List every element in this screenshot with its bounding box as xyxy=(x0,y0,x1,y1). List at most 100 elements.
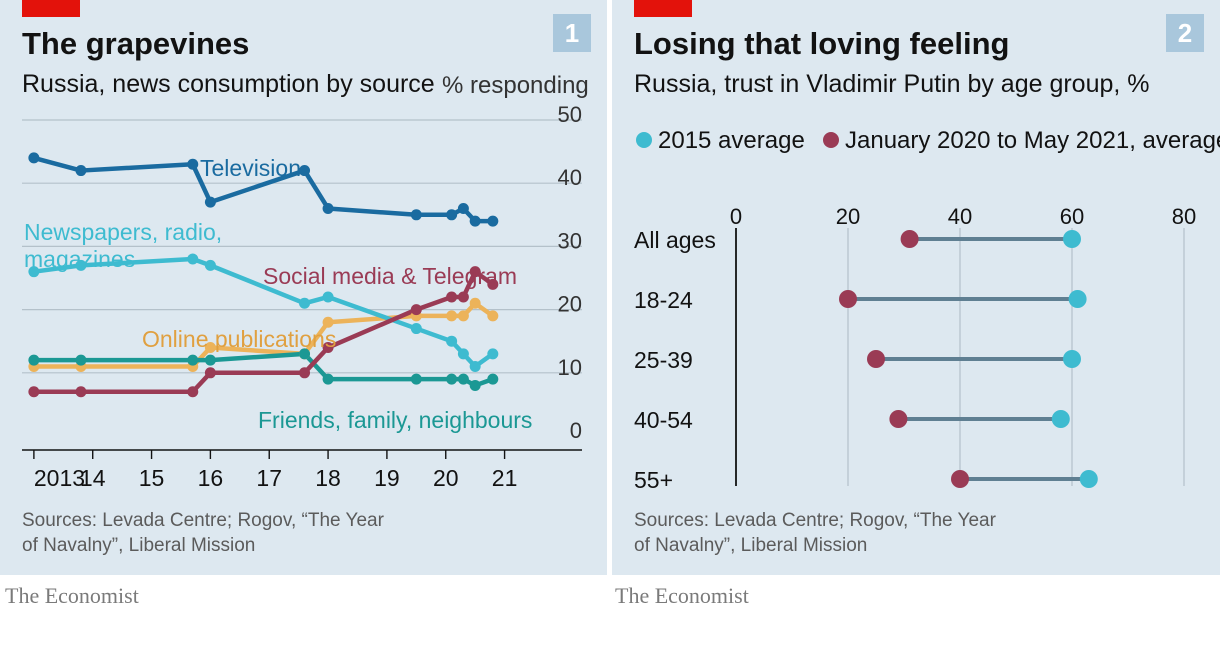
series-label-online-publications: Online publications xyxy=(142,326,336,352)
data-point xyxy=(187,386,199,398)
x-tick-label: 14 xyxy=(80,465,106,491)
brand-red-tag xyxy=(22,0,80,17)
dot-2020-2021 xyxy=(951,470,969,488)
x-tick-label: 18 xyxy=(315,465,341,491)
data-point xyxy=(28,266,40,278)
data-point xyxy=(410,373,422,385)
x-tick-label: 15 xyxy=(139,465,165,491)
data-point xyxy=(410,209,422,221)
data-point xyxy=(28,354,40,366)
x-tick-label: 40 xyxy=(948,204,972,229)
data-point xyxy=(299,165,311,177)
series-label-newspapers: Newspapers, radio, magazines xyxy=(24,219,222,272)
dot-2015 xyxy=(1068,290,1087,308)
category-label: All ages xyxy=(634,227,716,253)
data-point xyxy=(469,266,481,278)
economist-logo-text: The Economist xyxy=(615,583,749,608)
source-line: Sources: Levada Centre; Rogov, “The Year xyxy=(22,510,384,531)
data-point xyxy=(457,202,469,214)
chart-title: The grapevines xyxy=(22,26,250,61)
category-label: 25-39 xyxy=(634,347,693,373)
x-tick-label: 60 xyxy=(1060,204,1084,229)
dot-2020-2021 xyxy=(889,410,908,428)
data-point xyxy=(28,386,40,398)
chart-unit-label: % responding xyxy=(442,72,589,99)
category-label: 40-54 xyxy=(634,407,693,433)
data-point xyxy=(457,373,469,385)
legend-label: January 2020 to May 2021, average xyxy=(845,127,1220,154)
data-point xyxy=(204,196,216,208)
data-point xyxy=(28,152,40,164)
data-point xyxy=(75,259,87,271)
source-line: Sources: Levada Centre; Rogov, “The Year xyxy=(634,510,996,531)
data-point xyxy=(299,348,311,360)
dot-plot-chart: 0 20 40 60 80 All ages 18-24 25-39 40-54 55+ xyxy=(634,204,1196,493)
x-tick-label: 80 xyxy=(1172,204,1196,229)
data-point xyxy=(410,304,422,316)
data-point xyxy=(322,316,334,328)
series-label-social-media: Social media & Telegram xyxy=(263,263,517,289)
data-point xyxy=(299,367,311,379)
x-tick-label: 0 xyxy=(730,204,742,229)
data-point xyxy=(187,158,199,170)
dot-2020-2021 xyxy=(839,290,857,308)
chart-panel-news-consumption: 1 The grapevines Russia, news consumptio… xyxy=(0,0,607,575)
data-point xyxy=(187,354,199,366)
data-point xyxy=(204,367,216,379)
chart-panel-putin-trust: 2 Losing that loving feeling Russia, tru… xyxy=(612,0,1220,575)
series-label-friends-family: Friends, family, neighbours xyxy=(258,407,532,433)
legend-marker-2020-2021 xyxy=(823,131,839,148)
legend-marker-2015 xyxy=(636,131,652,148)
chart-subtitle: Russia, trust in Vladimir Putin by age g… xyxy=(634,70,1150,98)
chart-source: Sources: Levada Centre; Rogov, “The Year… xyxy=(634,508,996,558)
data-point xyxy=(410,323,422,335)
legend-item-2015: 2015 average xyxy=(636,127,805,155)
y-tick-label: 50 xyxy=(558,102,582,127)
data-point xyxy=(75,354,87,366)
category-label: 55+ xyxy=(634,467,673,493)
brand-red-tag xyxy=(634,0,692,17)
data-point xyxy=(204,354,216,366)
dot-2020-2021 xyxy=(867,350,885,368)
data-point xyxy=(446,310,458,322)
data-point xyxy=(299,297,311,309)
y-tick-label: 0 xyxy=(570,418,582,443)
x-tick-label: 16 xyxy=(198,465,224,491)
data-point xyxy=(187,253,199,265)
x-tick-label: 21 xyxy=(492,465,518,491)
data-point xyxy=(75,386,87,398)
x-tick-label: 17 xyxy=(256,465,282,491)
data-point xyxy=(469,215,481,227)
data-point xyxy=(75,165,87,177)
data-point xyxy=(204,342,216,354)
data-point xyxy=(457,310,469,322)
data-point xyxy=(446,291,458,303)
data-point xyxy=(322,373,334,385)
data-point xyxy=(487,215,499,227)
data-point xyxy=(469,379,481,391)
dot-2015 xyxy=(1063,230,1081,248)
data-point xyxy=(487,373,499,385)
x-tick-label: 20 xyxy=(433,465,459,491)
series-line xyxy=(33,351,494,388)
x-tick-label: 20 xyxy=(836,204,860,229)
economist-logo-text: The Economist xyxy=(5,583,139,608)
chart-number-badge: 1 xyxy=(553,14,591,52)
chart-title: Losing that loving feeling xyxy=(634,26,1010,61)
source-line: of Navalny”, Liberal Mission xyxy=(634,535,868,556)
x-tick-label: 19 xyxy=(374,465,400,491)
y-tick-label: 20 xyxy=(558,292,582,317)
dot-2020-2021 xyxy=(900,230,919,248)
y-tick-label: 10 xyxy=(558,355,582,380)
data-point xyxy=(322,291,334,303)
data-point xyxy=(469,297,481,309)
data-point xyxy=(457,348,469,360)
source-line: of Navalny”, Liberal Mission xyxy=(22,535,256,556)
data-point xyxy=(446,373,458,385)
data-point xyxy=(204,259,216,271)
chart-number-badge: 2 xyxy=(1166,14,1204,52)
series-label-television: Television xyxy=(200,155,301,181)
dot-2015 xyxy=(1079,470,1098,488)
series-label-line: Newspapers, radio, xyxy=(24,219,222,245)
